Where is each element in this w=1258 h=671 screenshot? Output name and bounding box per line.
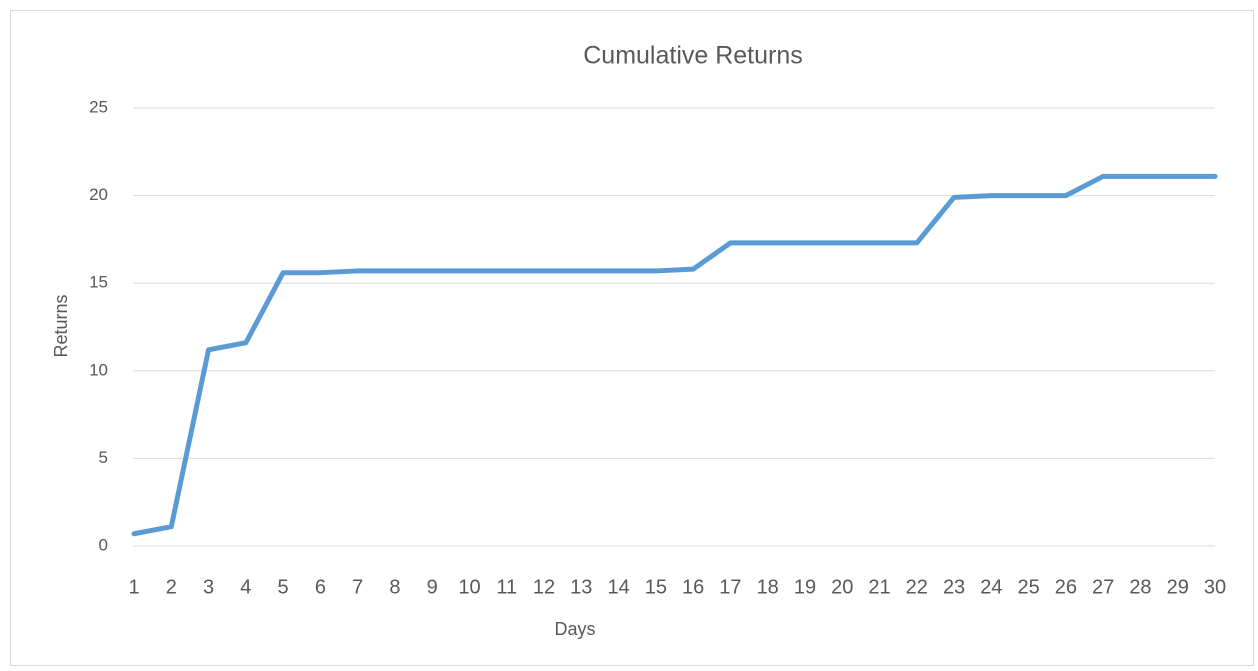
x-tick-label: 15 [645, 576, 667, 598]
x-tick-label: 26 [1055, 576, 1077, 598]
y-tick-label: 10 [89, 360, 108, 379]
x-tick-label: 24 [980, 576, 1002, 598]
x-tick-label: 13 [570, 576, 592, 598]
x-tick-label: 7 [352, 576, 363, 598]
x-tick-label: 4 [240, 576, 251, 598]
x-axis-label: Days [554, 619, 595, 639]
x-tick-label: 19 [794, 576, 816, 598]
x-tick-label: 29 [1167, 576, 1189, 598]
x-tick-label: 5 [278, 576, 289, 598]
x-tick-label: 11 [496, 576, 517, 598]
x-tick-label: 22 [906, 576, 928, 598]
x-tick-label: 12 [533, 576, 555, 598]
x-tick-label: 25 [1017, 576, 1039, 598]
x-tick-label: 21 [868, 576, 890, 598]
x-tick-label: 18 [757, 576, 779, 598]
x-tick-label: 2 [166, 576, 177, 598]
y-tick-label: 5 [99, 448, 108, 467]
x-tick-label: 17 [719, 576, 741, 598]
x-tick-label: 1 [128, 576, 139, 598]
y-tick-label: 20 [89, 185, 108, 204]
x-tick-label: 14 [607, 576, 629, 598]
x-tick-label: 28 [1129, 576, 1151, 598]
x-tick-label: 30 [1204, 576, 1226, 598]
y-axis-label: Returns [51, 294, 71, 357]
x-tick-label: 16 [682, 576, 704, 598]
x-tick-label: 6 [315, 576, 326, 598]
x-tick-label: 10 [458, 576, 480, 598]
data-line [131, 173, 1218, 537]
x-tick-label: 20 [831, 576, 853, 598]
x-tick-label: 3 [203, 576, 214, 598]
x-tick-label: 23 [943, 576, 965, 598]
chart-border [10, 10, 1254, 666]
x-tick-label: 27 [1092, 576, 1114, 598]
x-tick-label: 9 [427, 576, 438, 598]
chart-title: Cumulative Returns [583, 42, 803, 70]
x-tick-label: 8 [389, 576, 400, 598]
y-tick-label: 25 [89, 97, 108, 116]
y-tick-label: 15 [89, 273, 108, 292]
y-tick-label: 0 [99, 535, 108, 554]
